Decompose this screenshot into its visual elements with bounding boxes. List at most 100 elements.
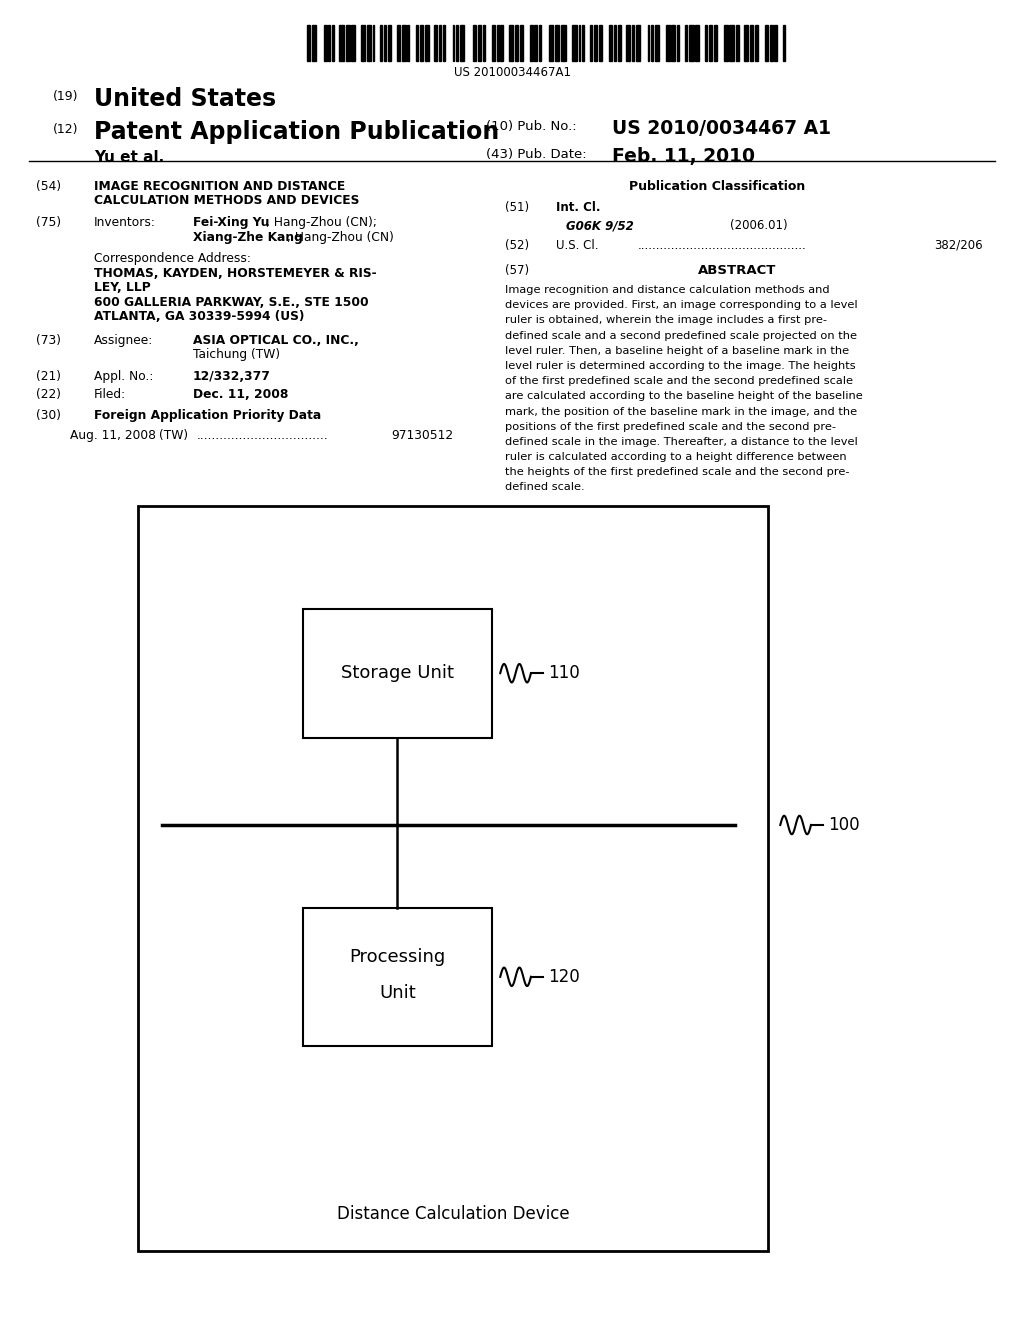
Bar xyxy=(408,25,410,61)
Bar xyxy=(535,25,538,61)
Text: (51): (51) xyxy=(505,201,529,214)
Text: LEY, LLP: LEY, LLP xyxy=(94,281,151,294)
Text: 100: 100 xyxy=(828,816,860,834)
Text: U.S. Cl.: U.S. Cl. xyxy=(556,239,599,252)
Bar xyxy=(509,25,513,61)
Text: Taichung (TW): Taichung (TW) xyxy=(193,348,280,362)
Text: Processing: Processing xyxy=(349,948,445,966)
Bar xyxy=(594,25,597,61)
Text: , Hang-Zhou (CN): , Hang-Zhou (CN) xyxy=(287,231,393,244)
Bar xyxy=(416,25,419,61)
Bar xyxy=(346,25,349,61)
Text: Storage Unit: Storage Unit xyxy=(341,664,454,682)
Text: the heights of the first predefined scale and the second pre-: the heights of the first predefined scal… xyxy=(505,467,849,478)
Bar xyxy=(561,25,565,61)
Text: Feb. 11, 2010: Feb. 11, 2010 xyxy=(612,147,756,165)
Text: (73): (73) xyxy=(36,334,60,347)
Bar xyxy=(367,25,371,61)
Text: (75): (75) xyxy=(36,216,61,230)
Bar xyxy=(460,25,465,61)
Bar xyxy=(478,25,481,61)
Bar xyxy=(609,25,611,61)
Bar xyxy=(493,25,495,61)
Bar xyxy=(599,25,601,61)
Bar xyxy=(579,25,581,61)
Text: level ruler is determined according to the image. The heights: level ruler is determined according to t… xyxy=(505,360,855,371)
Text: , Hang-Zhou (CN);: , Hang-Zhou (CN); xyxy=(266,216,377,230)
Text: Correspondence Address:: Correspondence Address: xyxy=(94,252,251,265)
Text: US 20100034467A1: US 20100034467A1 xyxy=(454,66,570,79)
Text: Unit: Unit xyxy=(379,983,416,1002)
Bar xyxy=(373,25,375,61)
Bar xyxy=(420,25,423,61)
Text: (TW): (TW) xyxy=(159,429,187,442)
Bar xyxy=(457,25,458,61)
Text: THOMAS, KAYDEN, HORSTEMEYER & RIS-: THOMAS, KAYDEN, HORSTEMEYER & RIS- xyxy=(94,267,377,280)
Text: of the first predefined scale and the second predefined scale: of the first predefined scale and the se… xyxy=(505,376,853,387)
Text: G06K 9/52: G06K 9/52 xyxy=(566,219,634,232)
Bar xyxy=(138,506,768,1251)
Bar xyxy=(443,25,445,61)
Bar xyxy=(360,25,366,61)
Bar xyxy=(307,25,310,61)
Text: IMAGE RECOGNITION AND DISTANCE: IMAGE RECOGNITION AND DISTANCE xyxy=(94,180,345,193)
Text: (19): (19) xyxy=(53,90,79,103)
Text: 97130512: 97130512 xyxy=(391,429,454,442)
Bar xyxy=(501,25,503,61)
Bar xyxy=(402,25,406,61)
Bar xyxy=(497,25,499,61)
Text: CALCULATION METHODS AND DEVICES: CALCULATION METHODS AND DEVICES xyxy=(94,194,359,207)
Bar xyxy=(380,25,382,61)
Text: Yu et al.: Yu et al. xyxy=(94,150,165,165)
Bar xyxy=(397,25,400,61)
Bar xyxy=(618,25,621,61)
Text: Int. Cl.: Int. Cl. xyxy=(556,201,600,214)
Bar xyxy=(736,25,738,61)
Bar xyxy=(329,25,330,61)
Bar xyxy=(324,25,327,61)
Bar xyxy=(590,25,592,61)
Bar xyxy=(388,25,391,61)
Bar xyxy=(555,25,559,61)
Text: Distance Calculation Device: Distance Calculation Device xyxy=(337,1205,569,1224)
Bar xyxy=(689,25,693,61)
Text: defined scale.: defined scale. xyxy=(505,482,585,492)
Bar xyxy=(774,25,777,61)
Bar xyxy=(636,25,640,61)
Text: .............................................: ........................................… xyxy=(638,239,807,252)
Text: ..................................: .................................. xyxy=(197,429,329,442)
Text: level ruler. Then, a baseline height of a baseline mark in the: level ruler. Then, a baseline height of … xyxy=(505,346,849,356)
Text: ASIA OPTICAL CO., INC.,: ASIA OPTICAL CO., INC., xyxy=(193,334,358,347)
Text: Xiang-Zhe Kang: Xiang-Zhe Kang xyxy=(193,231,302,244)
Bar xyxy=(632,25,634,61)
Bar xyxy=(303,908,492,1045)
Bar xyxy=(750,25,754,61)
Text: Foreign Application Priority Data: Foreign Application Priority Data xyxy=(94,409,322,422)
Text: defined scale and a second predefined scale projected on the: defined scale and a second predefined sc… xyxy=(505,330,857,341)
Bar xyxy=(384,25,386,61)
Bar xyxy=(339,25,344,61)
Bar xyxy=(782,25,784,61)
Bar xyxy=(627,25,630,61)
Text: (10) Pub. No.:: (10) Pub. No.: xyxy=(486,120,578,133)
Bar xyxy=(666,25,670,61)
Text: 382/206: 382/206 xyxy=(935,239,983,252)
Text: (2006.01): (2006.01) xyxy=(730,219,787,232)
Text: Filed:: Filed: xyxy=(94,388,126,401)
Text: Publication Classification: Publication Classification xyxy=(629,180,805,193)
Bar xyxy=(515,25,518,61)
Bar xyxy=(765,25,768,61)
Text: (12): (12) xyxy=(53,123,79,136)
Bar xyxy=(613,25,616,61)
Bar xyxy=(539,25,541,61)
Text: defined scale in the image. Thereafter, a distance to the level: defined scale in the image. Thereafter, … xyxy=(505,437,857,447)
Bar xyxy=(438,25,441,61)
Text: Appl. No.:: Appl. No.: xyxy=(94,370,154,383)
Text: (21): (21) xyxy=(36,370,60,383)
Text: United States: United States xyxy=(94,87,276,111)
Bar xyxy=(710,25,712,61)
Text: Patent Application Publication: Patent Application Publication xyxy=(94,120,500,144)
Bar xyxy=(744,25,748,61)
Text: Assignee:: Assignee: xyxy=(94,334,154,347)
Text: 12/332,377: 12/332,377 xyxy=(193,370,270,383)
